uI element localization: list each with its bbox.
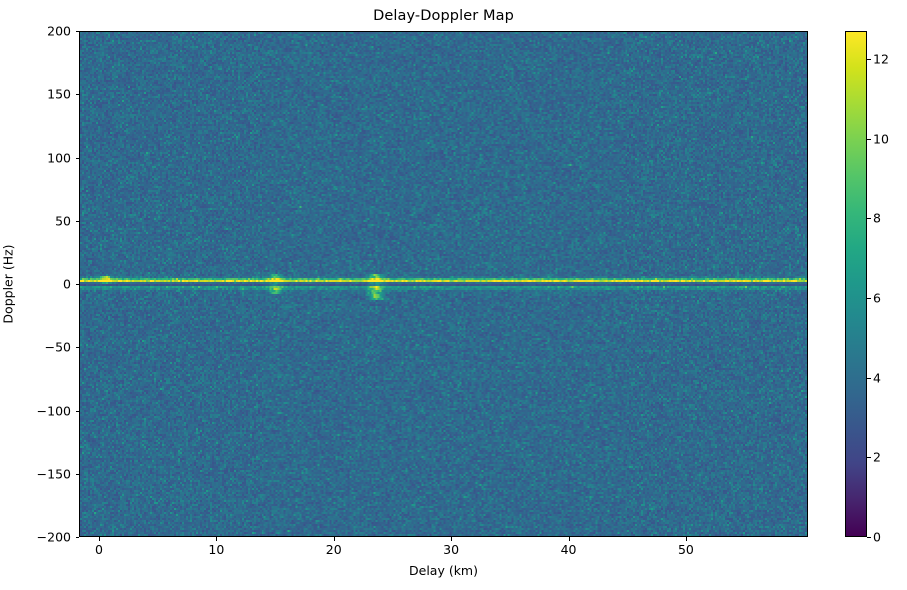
colorbar-tick-label: 10 [873,131,889,147]
colorbar-tick-label: 6 [873,290,881,306]
x-tick-mark [333,537,335,541]
colorbar-gradient [846,32,866,536]
page-title: Delay-Doppler Map [373,8,514,24]
x-tick-label: 40 [560,542,577,557]
colorbar-tick-mark [867,138,871,140]
y-tick-mark [75,537,79,538]
x-tick-mark [568,537,570,541]
y-axis-label: Doppler (Hz) [0,244,16,324]
colorbar-tick-label: 0 [873,529,881,545]
y-tick-mark [75,410,79,412]
colorbar-tick-mark [867,457,871,459]
y-tick-label: 150 [47,86,71,102]
y-tick-mark [75,31,79,32]
y-tick-label: −150 [36,466,71,482]
x-tick-label: 50 [677,542,694,557]
x-tick-label: 10 [208,542,225,557]
colorbar-tick-mark [867,377,871,379]
x-tick-mark [685,537,687,541]
y-tick-label: −200 [36,529,71,545]
y-tick-mark [75,157,79,159]
colorbar-tick-label: 8 [873,210,881,226]
y-tick-mark [75,94,79,96]
y-tick-mark [75,284,79,285]
colorbar[interactable] [845,31,867,537]
x-tick-mark [98,537,100,541]
y-tick-mark [75,347,79,349]
heatmap-image [80,32,807,536]
colorbar-tick-label: 12 [873,51,889,67]
colorbar-tick-mark [867,218,871,220]
colorbar-tick-label: 2 [873,449,881,465]
y-tick-label: 50 [55,213,71,229]
colorbar-tick-mark [867,297,871,299]
x-tick-mark [451,537,453,541]
delay-doppler-heatmap-axes[interactable] [79,31,808,537]
x-axis-label: Delay (km) [409,563,478,578]
x-tick-label: 0 [94,542,103,557]
colorbar-tick-label: 4 [873,370,881,386]
x-tick-label: 30 [443,542,460,557]
colorbar-tick-mark [867,537,871,538]
y-tick-mark [75,220,79,222]
y-tick-mark [75,473,79,475]
y-tick-label: −50 [44,339,71,355]
x-tick-label: 20 [325,542,342,557]
y-tick-label: 200 [47,23,71,39]
x-tick-mark [216,537,218,541]
colorbar-tick-mark [867,58,871,60]
y-tick-label: −100 [36,403,71,418]
y-tick-label: 0 [63,276,71,292]
y-tick-label: 100 [47,150,71,165]
